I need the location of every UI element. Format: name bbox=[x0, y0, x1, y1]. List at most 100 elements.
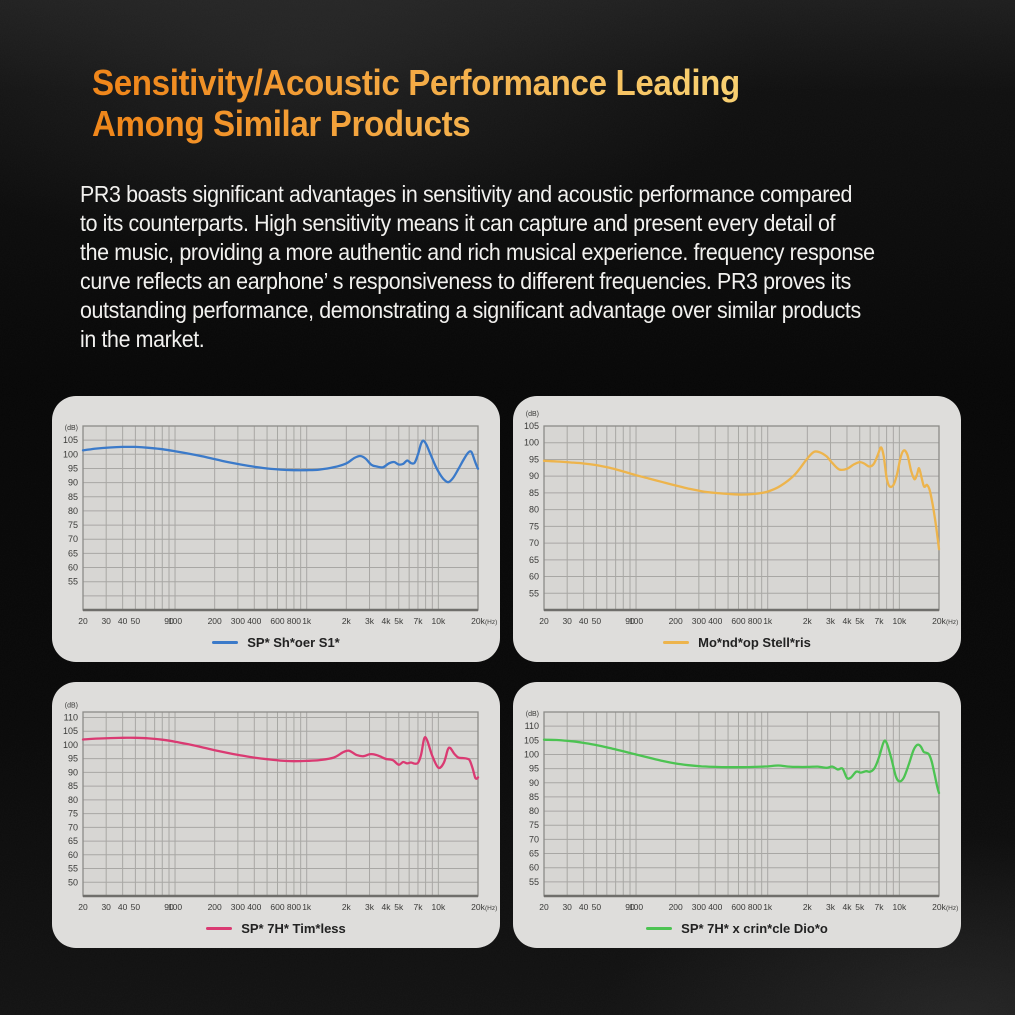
svg-text:400: 400 bbox=[708, 616, 722, 626]
svg-text:20: 20 bbox=[78, 616, 88, 626]
legend-label: SP* Sh*oer S1* bbox=[247, 634, 340, 650]
svg-text:80: 80 bbox=[529, 806, 539, 816]
svg-text:90: 90 bbox=[68, 767, 78, 777]
svg-text:600: 600 bbox=[270, 616, 284, 626]
chart-card-1: 105 100 95 90 85 80 75 70 65 60 55 (dB) 20 30 40 50 90 10… bbox=[52, 396, 500, 662]
svg-text:100: 100 bbox=[524, 438, 539, 448]
svg-text:55: 55 bbox=[529, 877, 539, 887]
svg-text:85: 85 bbox=[529, 488, 539, 498]
svg-text:50: 50 bbox=[68, 877, 78, 887]
svg-text:20k: 20k bbox=[471, 616, 485, 626]
svg-text:20k: 20k bbox=[932, 616, 946, 626]
svg-text:400: 400 bbox=[708, 902, 722, 912]
svg-text:40: 40 bbox=[118, 616, 128, 626]
svg-text:90: 90 bbox=[164, 902, 174, 912]
svg-text:600: 600 bbox=[270, 902, 284, 912]
svg-text:200: 200 bbox=[669, 902, 683, 912]
svg-text:20: 20 bbox=[539, 902, 549, 912]
svg-text:7k: 7k bbox=[413, 902, 423, 912]
svg-text:60: 60 bbox=[529, 572, 539, 582]
svg-text:85: 85 bbox=[68, 492, 78, 502]
legend-line-swatch bbox=[212, 640, 239, 644]
svg-text:50: 50 bbox=[592, 902, 602, 912]
svg-text:110: 110 bbox=[525, 721, 539, 731]
svg-text:100: 100 bbox=[524, 749, 539, 759]
svg-text:55: 55 bbox=[68, 577, 78, 587]
legend-line-swatch bbox=[646, 926, 673, 930]
svg-text:90: 90 bbox=[529, 471, 539, 481]
svg-text:80: 80 bbox=[529, 505, 539, 515]
svg-text:2k: 2k bbox=[803, 902, 813, 912]
svg-text:800: 800 bbox=[748, 616, 762, 626]
svg-text:300: 300 bbox=[692, 902, 706, 912]
grid-lines bbox=[82, 425, 479, 611]
fr-curve bbox=[81, 439, 480, 484]
svg-text:400: 400 bbox=[247, 616, 261, 626]
svg-text:2k: 2k bbox=[342, 902, 352, 912]
svg-text:20: 20 bbox=[539, 616, 549, 626]
svg-text:1k: 1k bbox=[302, 616, 312, 626]
plot-area bbox=[83, 712, 478, 896]
svg-text:75: 75 bbox=[68, 809, 78, 819]
svg-text:95: 95 bbox=[529, 764, 539, 774]
svg-text:75: 75 bbox=[529, 820, 539, 830]
fr-curve bbox=[81, 736, 480, 780]
fr-curve bbox=[542, 446, 941, 551]
svg-text:30: 30 bbox=[562, 902, 572, 912]
svg-text:55: 55 bbox=[529, 588, 539, 598]
svg-text:80: 80 bbox=[68, 795, 78, 805]
svg-text:90: 90 bbox=[164, 616, 174, 626]
svg-text:40: 40 bbox=[579, 902, 589, 912]
svg-text:50: 50 bbox=[131, 902, 141, 912]
svg-text:80: 80 bbox=[68, 506, 78, 516]
paragraph-line: PR3 boasts significant advantages in sen… bbox=[80, 181, 853, 207]
hz-unit-label: (Hz) bbox=[946, 905, 958, 912]
svg-text:800: 800 bbox=[748, 902, 762, 912]
paragraph-line: to its counterparts. High sensitivity me… bbox=[80, 210, 836, 236]
paragraph-line: curve reflects an earphone’ s responsive… bbox=[80, 268, 851, 294]
svg-text:1k: 1k bbox=[302, 902, 312, 912]
svg-text:100: 100 bbox=[629, 902, 643, 912]
svg-text:110: 110 bbox=[64, 712, 78, 722]
svg-text:105: 105 bbox=[63, 435, 78, 445]
svg-text:4k: 4k bbox=[842, 902, 852, 912]
svg-text:4k: 4k bbox=[381, 902, 391, 912]
svg-text:600: 600 bbox=[731, 616, 745, 626]
svg-text:5k: 5k bbox=[855, 616, 865, 626]
svg-text:100: 100 bbox=[63, 740, 78, 750]
svg-text:105: 105 bbox=[524, 421, 539, 431]
svg-text:2k: 2k bbox=[342, 616, 352, 626]
svg-text:800: 800 bbox=[287, 902, 301, 912]
svg-text:4k: 4k bbox=[842, 616, 852, 626]
chart-legend-1: SP* Sh*oer S1* bbox=[52, 628, 500, 656]
svg-text:3k: 3k bbox=[826, 902, 836, 912]
hz-unit-label: (Hz) bbox=[485, 619, 497, 626]
svg-text:3k: 3k bbox=[826, 616, 836, 626]
svg-text:30: 30 bbox=[562, 616, 572, 626]
svg-text:85: 85 bbox=[529, 792, 539, 802]
grid-lines bbox=[543, 425, 940, 611]
db-unit-label: (dB) bbox=[65, 425, 78, 432]
page-title-line1: Sensitivity/Acoustic Performance Leading bbox=[92, 62, 740, 103]
svg-text:85: 85 bbox=[68, 781, 78, 791]
legend-line-swatch bbox=[206, 926, 233, 930]
svg-text:100: 100 bbox=[63, 449, 78, 459]
svg-text:40: 40 bbox=[118, 902, 128, 912]
svg-text:50: 50 bbox=[592, 616, 602, 626]
svg-text:5k: 5k bbox=[394, 902, 404, 912]
fr-curve bbox=[542, 738, 941, 795]
svg-text:30: 30 bbox=[101, 616, 111, 626]
plot-area bbox=[544, 712, 939, 896]
page-title: Sensitivity/Acoustic Performance Leading… bbox=[92, 62, 740, 144]
svg-text:800: 800 bbox=[287, 616, 301, 626]
svg-text:10k: 10k bbox=[893, 616, 907, 626]
hz-unit-label: (Hz) bbox=[946, 619, 958, 626]
svg-text:3k: 3k bbox=[365, 902, 375, 912]
svg-text:105: 105 bbox=[524, 735, 539, 745]
svg-text:100: 100 bbox=[168, 616, 182, 626]
svg-text:65: 65 bbox=[529, 849, 539, 859]
paragraph-line: in the market. bbox=[80, 326, 205, 352]
